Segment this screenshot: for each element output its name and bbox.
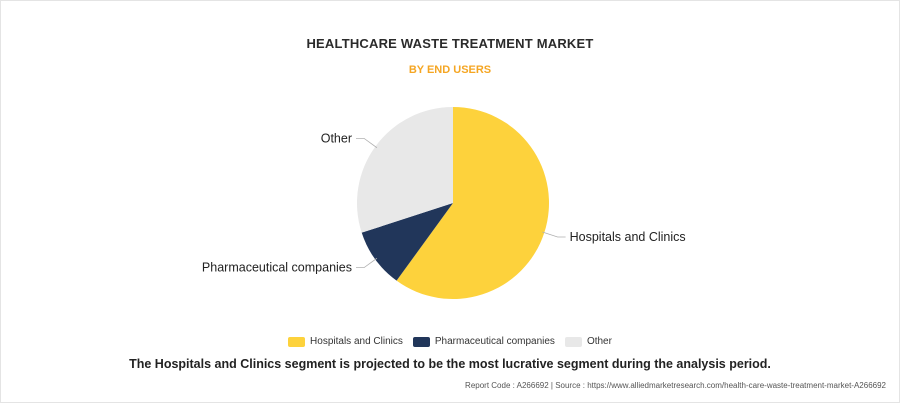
legend-label-other: Other xyxy=(586,336,612,347)
legend-swatch-pharma xyxy=(412,336,430,347)
leader-line-other xyxy=(356,137,378,149)
slice-label-other: Other xyxy=(321,131,352,145)
summary-statement: The Hospitals and Clinics segment is pro… xyxy=(129,357,771,371)
slice-label-hospitals: Hospitals and Clinics xyxy=(570,230,686,244)
chart-title: HEALTHCARE WASTE TREATMENT MARKET xyxy=(306,36,594,51)
legend-item-pharma[interactable]: Pharmaceutical companies xyxy=(412,336,555,347)
slice-other[interactable] xyxy=(357,107,453,233)
leader-line-pharma xyxy=(356,257,378,269)
slice-pharma[interactable] xyxy=(361,203,453,281)
pie-chart: Hospitals and Clinics Pharmaceutical comp… xyxy=(202,107,686,299)
source-citation: Report Code : A266692 | Source : https:/… xyxy=(465,381,886,390)
legend-item-other[interactable]: Other xyxy=(564,336,612,347)
chart-subtitle: BY END USERS xyxy=(408,64,492,76)
slice-label-pharma: Pharmaceutical companies xyxy=(202,261,352,275)
legend-swatch-other xyxy=(564,336,582,347)
legend-item-hospitals[interactable]: Hospitals and Clinics xyxy=(288,336,403,347)
slice-hospitals[interactable] xyxy=(396,107,549,299)
chart-legend: Hospitals and Clinics Pharmaceutical com… xyxy=(0,336,900,347)
legend-label-hospitals: Hospitals and Clinics xyxy=(310,336,403,347)
legend-label-pharma: Pharmaceutical companies xyxy=(434,336,555,347)
legend-swatch-hospitals xyxy=(288,336,306,347)
leader-line-hospitals xyxy=(542,231,566,238)
